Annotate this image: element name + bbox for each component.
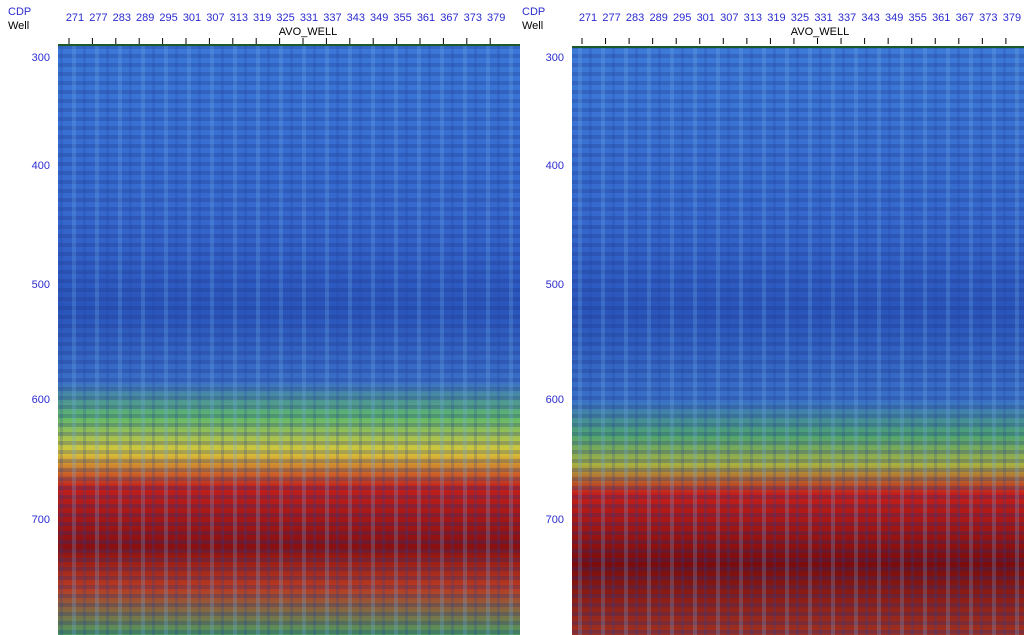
cdp-tick-label: 343 [861,12,879,24]
time-tick-label: 500 [32,279,50,291]
cdp-tick-label: 301 [697,12,715,24]
well-label: Well [8,20,29,32]
time-tick-label: 300 [546,52,564,64]
time-tick-label: 300 [32,52,50,64]
cdp-tick-label: 289 [649,12,667,24]
cdp-tick-label: 277 [602,12,620,24]
cdp-tick-label: 379 [487,12,505,24]
cdp-tick-label: 319 [767,12,785,24]
cdp-tick-label: 355 [393,12,411,24]
cdp-tick-label: 271 [579,12,597,24]
cdp-tick-label: 307 [720,12,738,24]
cdp-tick-label: 325 [791,12,809,24]
seismic-texture [58,45,520,635]
time-tick-label: 500 [546,279,564,291]
cdp-tick-label: 295 [159,12,177,24]
cdp-tick-label: 295 [673,12,691,24]
cdp-tick-label: 337 [323,12,341,24]
time-tick-label: 700 [546,514,564,526]
cdp-tick-label: 373 [979,12,997,24]
cdp-tick-label: 379 [1003,12,1021,24]
seismic-texture [572,47,1024,635]
cdp-tick-label: 361 [417,12,435,24]
time-tick-label: 700 [32,514,50,526]
cdp-tick-label: 361 [932,12,950,24]
cdp-tick-label: 307 [206,12,224,24]
cdp-tick-label: 277 [89,12,107,24]
cdp-tick-label: 331 [814,12,832,24]
right-section [572,47,1024,635]
left-section [58,45,520,635]
cdp-tick-label: 337 [838,12,856,24]
cdp-label: CDP [8,6,31,18]
cdp-tick-label: 349 [370,12,388,24]
cdp-tick-label: 349 [885,12,903,24]
cdp-label: CDP [522,6,545,18]
seismic-display: CDP Well 271 277 283 289 295 301 307 313 319 325 331… [0,0,1024,635]
time-tick-label: 600 [32,394,50,406]
cdp-tick-label: 343 [347,12,365,24]
cdp-tick-label: 301 [183,12,201,24]
cdp-tick-label: 367 [440,12,458,24]
cdp-tick-label: 313 [744,12,762,24]
time-tick-label: 600 [546,394,564,406]
cdp-tick-label: 283 [626,12,644,24]
cdp-tick-label: 373 [464,12,482,24]
time-tick-label: 400 [546,160,564,172]
cdp-tick-label: 313 [230,12,248,24]
cdp-tick-label: 367 [956,12,974,24]
cdp-tick-label: 271 [66,12,84,24]
cdp-tick-label: 283 [113,12,131,24]
well-label: Well [522,20,543,32]
cdp-tick-label: 289 [136,12,154,24]
cdp-tick-label: 355 [909,12,927,24]
cdp-tick-label: 331 [300,12,318,24]
cdp-tick-label: 325 [276,12,294,24]
time-tick-label: 400 [32,160,50,172]
well-name: AVO_WELL [791,26,850,38]
well-name: AVO_WELL [279,26,338,38]
cdp-tick-label: 319 [253,12,271,24]
